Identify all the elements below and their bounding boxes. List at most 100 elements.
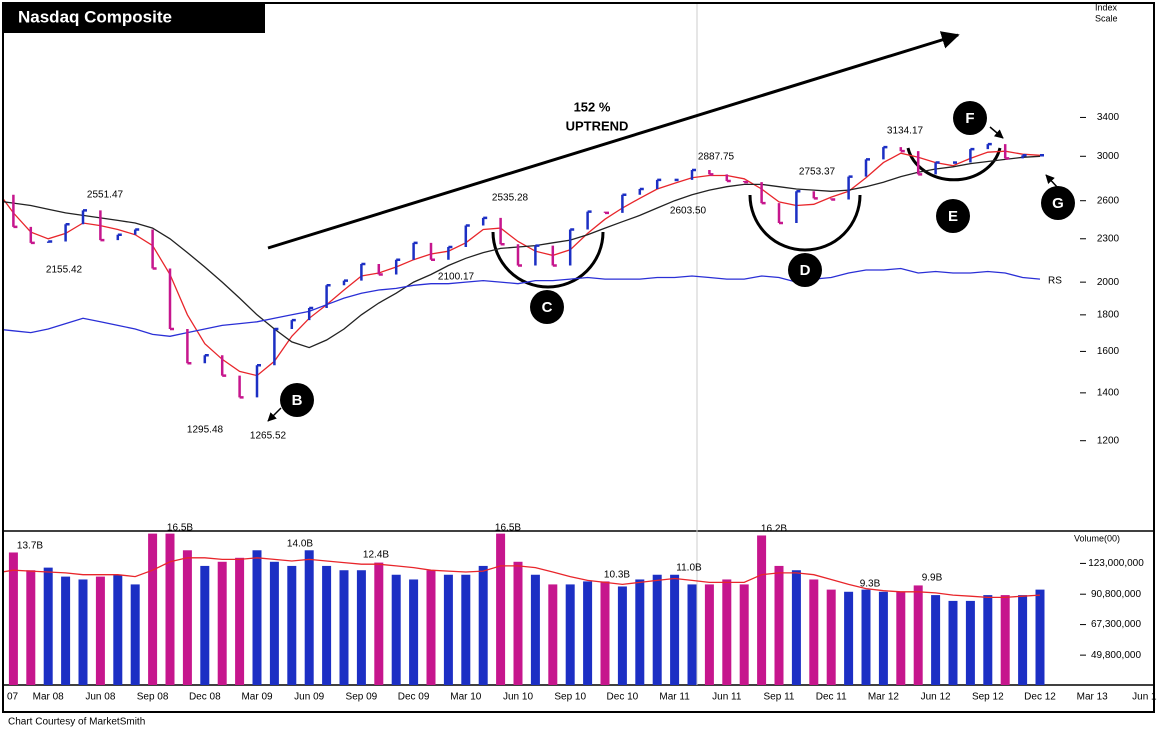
cup-arc (748, 194, 862, 252)
y-tick-label: 67,300,000 (1091, 619, 1141, 630)
x-tick-label: Sep 11 (764, 692, 795, 703)
price-bar (829, 198, 836, 201)
price-label: 2155.42 (46, 265, 83, 276)
price-label: 1265.52 (250, 431, 287, 442)
volume-label: 9.9B (922, 573, 943, 584)
price-bar (220, 355, 227, 377)
overlay: 1200 1400 1600 1800 2000 2300 2600 3000 3400 RS 25… (7, 101, 1157, 703)
chart-title: Nasdaq Composite (18, 7, 172, 26)
volume-bar (826, 589, 836, 685)
marker-label: E (948, 208, 958, 225)
y-tick-label: 1600 (1097, 346, 1120, 357)
volume-bar (235, 557, 245, 685)
price-bar (394, 258, 401, 275)
volume-bar (391, 574, 401, 685)
volume-bar (478, 565, 488, 685)
price-bar (360, 262, 366, 281)
volume-bar (43, 567, 53, 685)
price-bar (708, 170, 714, 176)
marker-circle (788, 253, 822, 287)
x-tick-label: Sep 12 (972, 692, 1004, 703)
price-label: 2603.50 (670, 206, 707, 217)
price-label: 3134.17 (887, 126, 924, 137)
volume-bar (913, 585, 923, 685)
volume-label: 12.4B (363, 550, 389, 561)
volume-label: 10.3B (604, 570, 630, 581)
volume-bar (287, 565, 297, 685)
price-bar (742, 180, 749, 184)
volume-bar (409, 579, 419, 685)
price-bar (777, 203, 783, 225)
volume-bar (374, 562, 384, 685)
x-tick-label: Mar 11 (659, 692, 690, 703)
volume-bar (739, 584, 749, 685)
price-bar (864, 158, 870, 177)
volume-bar (844, 591, 854, 685)
volume-bar (304, 550, 314, 685)
price-label: 2753.37 (799, 167, 836, 178)
title-box (3, 3, 265, 33)
y-tick-label: 2300 (1097, 233, 1120, 244)
volume-label: 16.2B (761, 524, 787, 535)
volume-bar (339, 570, 349, 685)
marker-circle (936, 199, 970, 233)
price-bar (81, 209, 87, 225)
pointer (989, 126, 1004, 139)
price-bar (46, 240, 53, 243)
price-bar (603, 211, 609, 215)
price-bar (986, 142, 992, 150)
x-tick-label: Dec 10 (607, 692, 639, 703)
volume-label: 16.5B (167, 523, 193, 534)
x-tick-label: Mar 12 (868, 692, 900, 703)
axis-title: Index (1095, 2, 1118, 12)
price-bar (690, 168, 696, 180)
volume-bar (8, 552, 18, 685)
price-bar (255, 364, 261, 398)
price-bar (307, 306, 314, 321)
x-tick-label: Mar 08 (33, 692, 65, 703)
x-tick-label: Jun 12 (921, 692, 951, 703)
price-bar (429, 242, 435, 261)
x-tick-label: Sep 10 (554, 692, 586, 703)
volume-bar (878, 591, 888, 685)
volume-panel (4, 533, 1045, 685)
volume-bar (513, 561, 523, 685)
volume-bar (704, 584, 714, 685)
trend-arrow (267, 31, 960, 250)
price-bar (725, 174, 731, 183)
marker-circle (280, 383, 314, 417)
volume-bar (809, 579, 819, 685)
cup-arc (491, 231, 605, 289)
price-bar (133, 228, 140, 235)
y-tick-label: 3000 (1097, 151, 1120, 162)
price-bar (447, 245, 453, 260)
volume-bar (670, 574, 680, 685)
x-tick-label: Sep 09 (346, 692, 378, 703)
footer: Chart Courtesy of MarketSmith (8, 717, 145, 728)
price-label: 2100.17 (438, 272, 475, 283)
y-tick-label: 2000 (1097, 277, 1120, 288)
volume-bar (652, 574, 662, 685)
price-bar (273, 327, 279, 366)
price-bar (464, 224, 470, 247)
x-tick-label: Sep 08 (137, 692, 169, 703)
price-bar (377, 264, 383, 276)
x-tick-label: Jun 11 (712, 692, 742, 703)
price-label: 1295.48 (187, 425, 224, 436)
volume-bar (931, 595, 941, 685)
price-bar (412, 241, 418, 260)
volume-bar (565, 584, 575, 685)
x-tick-label: Mar 10 (450, 692, 482, 703)
price-bar (12, 194, 18, 229)
price-bar (1021, 154, 1027, 159)
volume-bar (443, 574, 453, 685)
volume-label: 14.0B (287, 539, 313, 550)
price-bar (168, 268, 174, 331)
y-tick-label: 90,800,000 (1091, 589, 1141, 600)
volume-bar (356, 570, 366, 685)
price-bar (342, 279, 348, 286)
volume-bar (200, 565, 210, 685)
price-bar (568, 228, 575, 266)
volume-bar (617, 586, 627, 685)
x-tick-label: Dec 09 (398, 692, 430, 703)
